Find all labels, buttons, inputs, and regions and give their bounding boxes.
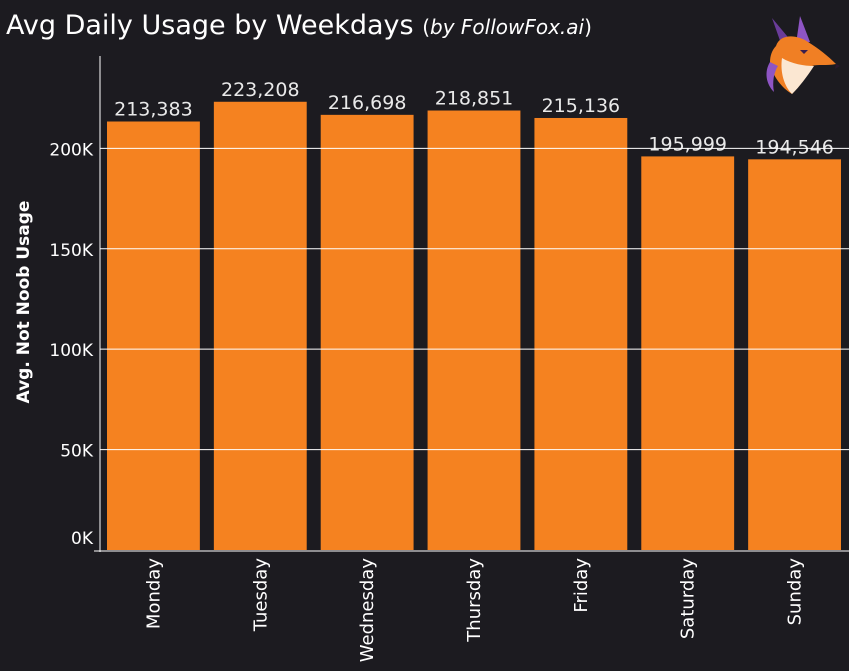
x-tick-label-tuesday: Tuesday bbox=[250, 558, 271, 633]
bar-tuesday bbox=[213, 101, 307, 551]
x-tick-label-monday: Monday bbox=[143, 558, 164, 629]
y-tick-label: 0K bbox=[71, 529, 94, 549]
y-tick-label: 150K bbox=[49, 241, 93, 261]
bar-value-label: 195,999 bbox=[648, 133, 727, 155]
bar-thursday bbox=[427, 110, 521, 550]
bar-value-label: 218,851 bbox=[435, 88, 514, 110]
x-tick-label-sunday: Sunday bbox=[785, 558, 806, 626]
bar-value-label: 223,208 bbox=[221, 79, 300, 101]
y-tick-label: 50K bbox=[60, 442, 94, 462]
bar-friday bbox=[534, 117, 628, 550]
bar-value-label: 216,698 bbox=[328, 92, 407, 114]
bar-value-label: 213,383 bbox=[114, 98, 193, 120]
bar-value-label: 215,136 bbox=[542, 95, 621, 117]
title-subtitle: (by FollowFox.ai) bbox=[422, 15, 592, 39]
y-tick-label: 100K bbox=[49, 341, 93, 361]
bar-saturday bbox=[641, 156, 735, 550]
y-tick-label: 200K bbox=[49, 140, 93, 160]
bar-monday bbox=[107, 121, 200, 550]
y-axis-label: Avg. Not Noob Usage bbox=[14, 200, 34, 404]
x-tick-label-thursday: Thursday bbox=[464, 558, 485, 643]
fox-head-logo-icon bbox=[766, 16, 840, 94]
bar-wednesday bbox=[320, 114, 414, 550]
x-tick-label-saturday: Saturday bbox=[678, 558, 699, 639]
x-tick-label-friday: Friday bbox=[571, 558, 592, 613]
title-main: Avg Daily Usage by Weekdays bbox=[6, 10, 414, 41]
bar-sunday bbox=[748, 159, 841, 550]
x-tick-label-wednesday: Wednesday bbox=[357, 558, 378, 663]
chart-title: Avg Daily Usage by Weekdays (by FollowFo… bbox=[6, 10, 592, 41]
bar-value-label: 194,546 bbox=[755, 136, 834, 158]
